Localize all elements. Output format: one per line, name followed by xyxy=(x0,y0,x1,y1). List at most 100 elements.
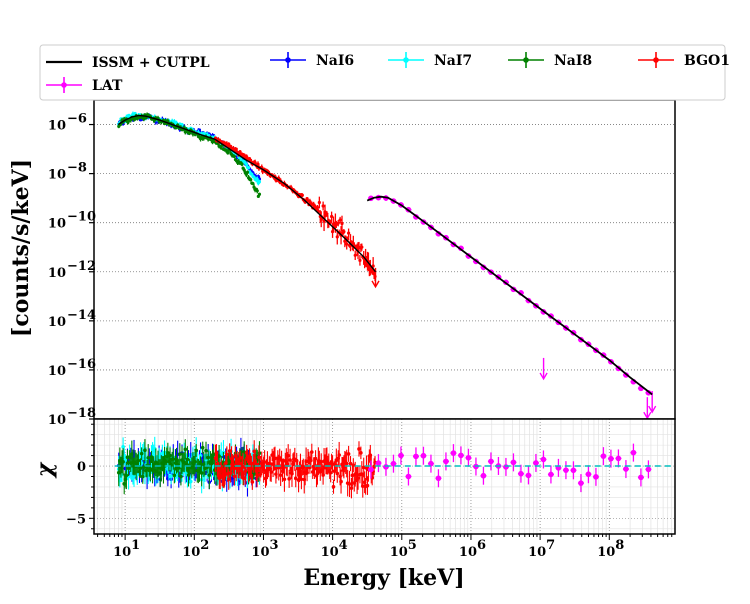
residual-point-bgo1 xyxy=(344,461,349,466)
residual-point-nai8 xyxy=(179,474,183,479)
residual-point-bgo1 xyxy=(307,456,311,460)
residual-point-lat xyxy=(480,472,487,479)
residual-point-nai8 xyxy=(168,453,172,458)
residual-point-bgo1 xyxy=(256,468,260,473)
top-gridlines xyxy=(94,124,675,371)
residual-point-bgo1 xyxy=(243,469,248,473)
residual-point-lat xyxy=(503,464,509,470)
residual-point-bgo1 xyxy=(351,463,356,467)
legend-box xyxy=(39,44,726,101)
residual-point-lat xyxy=(428,460,434,467)
top-y-tick-exponent: −10 xyxy=(67,210,96,225)
residual-point-nai8 xyxy=(185,457,190,462)
residual-point-lat xyxy=(548,471,554,478)
legend-entry-lat: LAT xyxy=(46,77,123,94)
legend-label: NaI6 xyxy=(316,53,354,69)
residual-point-lat xyxy=(435,475,442,482)
top-y-tick-exponent: −18 xyxy=(67,406,96,421)
residual-point-nai8 xyxy=(183,447,188,452)
residual-point-lat xyxy=(368,466,374,473)
legend-entry-issm-cutpl: ISSM + CUTPL xyxy=(46,55,210,71)
spectrum-point-bgo1 xyxy=(323,210,327,214)
residual-point-nai7 xyxy=(198,453,203,458)
residual-point-bgo1 xyxy=(359,451,363,455)
x-tick-exponent: 2 xyxy=(200,538,209,553)
spectrum-point-nai7 xyxy=(255,177,259,182)
x-tick-label: 10 xyxy=(459,545,477,560)
spectrum-point-nai8 xyxy=(226,151,230,155)
residual-point-bgo1 xyxy=(269,470,274,474)
spectrum-point-bgo1 xyxy=(322,219,326,223)
residual-point-lat xyxy=(525,472,532,479)
x-tick-exponent: 6 xyxy=(477,538,486,553)
residual-point-bgo1 xyxy=(335,471,340,476)
spectrum-point-nai7 xyxy=(257,180,262,184)
residual-point-bgo1 xyxy=(231,463,236,467)
legend-swatch-marker xyxy=(403,57,409,63)
upper-limit-arrowhead xyxy=(643,411,652,419)
residual-point-lat xyxy=(615,455,622,462)
residual-point-nai8 xyxy=(200,445,205,450)
residual-point-bgo1 xyxy=(365,483,370,488)
residual-point-bgo1 xyxy=(282,477,287,482)
residual-point-bgo1 xyxy=(286,453,290,458)
residual-point-bgo1 xyxy=(319,460,324,464)
residual-point-bgo1 xyxy=(249,466,254,471)
residual-point-bgo1 xyxy=(356,476,360,480)
spectrum-point-nai8 xyxy=(129,118,133,122)
x-tick-label: 10 xyxy=(528,545,546,560)
residual-point-bgo1 xyxy=(257,455,261,460)
residual-point-bgo1 xyxy=(361,465,366,470)
residual-point-lat xyxy=(518,470,524,477)
spectrum-point-nai8 xyxy=(249,178,253,182)
spectrum-point-bgo1 xyxy=(321,204,325,208)
residual-point-lat xyxy=(420,452,427,459)
residual-y-ticks: 0 −5 xyxy=(66,423,94,530)
residual-point-bgo1 xyxy=(242,476,246,481)
residual-y-tick-label: 0 xyxy=(77,460,86,475)
upper-limit-arrowhead xyxy=(539,372,548,381)
residual-point-lat xyxy=(563,467,569,473)
residual-point-bgo1 xyxy=(273,456,277,461)
spectrum-point-bgo1 xyxy=(353,253,357,257)
residual-point-nai8 xyxy=(176,466,181,470)
residual-point-bgo1 xyxy=(309,450,314,454)
residual-point-lat xyxy=(570,467,577,474)
model-curve-segment xyxy=(366,195,653,396)
x-tick-exponent: 8 xyxy=(615,538,624,553)
legend-label: NaI8 xyxy=(554,53,592,69)
residual-point-lat xyxy=(383,464,389,470)
spectrum-point-bgo1 xyxy=(335,235,339,239)
model-curve-segment xyxy=(117,114,377,273)
residual-point-nai8 xyxy=(207,473,212,477)
residual-point-lat xyxy=(375,460,382,466)
legend-label: NaI7 xyxy=(434,53,472,69)
residual-point-nai8 xyxy=(142,465,146,470)
residual-point-bgo1 xyxy=(330,462,335,466)
residual-point-bgo1 xyxy=(328,470,333,475)
residual-point-lat xyxy=(608,455,614,462)
spectrum-point-bgo1 xyxy=(256,162,260,166)
residual-point-nai8 xyxy=(138,466,143,470)
x-tick-exponent: 7 xyxy=(546,538,555,553)
spectrum-point-bgo1 xyxy=(338,218,342,222)
residual-point-nai8 xyxy=(194,448,198,453)
spectrum-point-bgo1 xyxy=(347,231,351,235)
legend-entry-nai6: NaI6 xyxy=(270,52,354,69)
residual-point-lat xyxy=(638,474,644,481)
x-tick-exponent: 1 xyxy=(131,538,140,553)
residual-point-bgo1 xyxy=(250,480,255,484)
top-y-tick-label: 10 xyxy=(48,364,66,379)
residual-point-nai8 xyxy=(172,473,177,478)
residual-point-nai7 xyxy=(188,479,193,484)
residual-point-bgo1 xyxy=(262,460,267,464)
residual-point-bgo1 xyxy=(226,477,231,482)
spectrum-point-bgo1 xyxy=(340,221,344,226)
residual-point-nai8 xyxy=(204,448,208,453)
residual-point-nai8 xyxy=(146,455,151,460)
residual-point-bgo1 xyxy=(331,484,336,489)
residual-point-bgo1 xyxy=(299,477,304,482)
residual-point-bgo1 xyxy=(227,449,232,453)
